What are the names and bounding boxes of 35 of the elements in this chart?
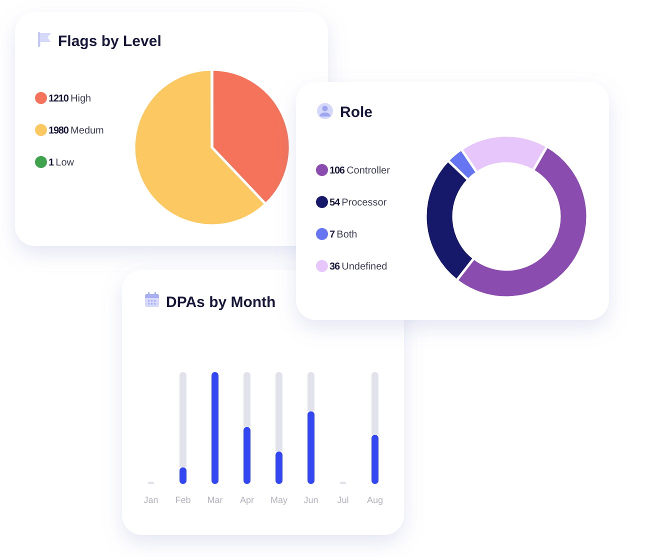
chart-title: DPAs by Month [166,294,276,311]
bar [244,426,250,484]
x-tick-label: Jul [337,495,349,505]
legend-label: Processor [342,198,388,209]
chart-title: Role [340,104,373,121]
data-label: 54 [330,198,340,209]
legend-label: Controller [346,166,391,177]
data-label: 1210 [48,94,70,105]
data-label: 1980 [48,126,70,137]
x-tick-label: May [270,495,288,505]
data-label: 36 [330,262,340,273]
bar [276,452,282,484]
bar [180,372,186,468]
bar [308,411,314,484]
bar [276,372,282,452]
bar [308,372,314,412]
chart-title: Flags by Level [58,33,162,50]
legend-label: Low [56,158,75,169]
legend-label: Medum [70,126,104,137]
x-tick-label: Apr [240,495,254,505]
legend-label: High [70,94,92,105]
data-label: 1 [48,158,54,169]
data-label: 106 [330,166,346,177]
x-tick-label: Mar [207,495,223,505]
legend-label: Both [336,230,358,241]
data-label: 7 [330,230,336,241]
bar [244,372,250,427]
x-tick-label: Jun [304,495,318,505]
bar [372,372,378,435]
x-tick-label: Jan [144,495,158,505]
bar [372,434,378,484]
legend-label: Undefined [342,262,388,273]
x-tick-label: Feb [175,495,191,505]
bar [212,372,218,484]
x-tick-label: Aug [366,495,384,505]
